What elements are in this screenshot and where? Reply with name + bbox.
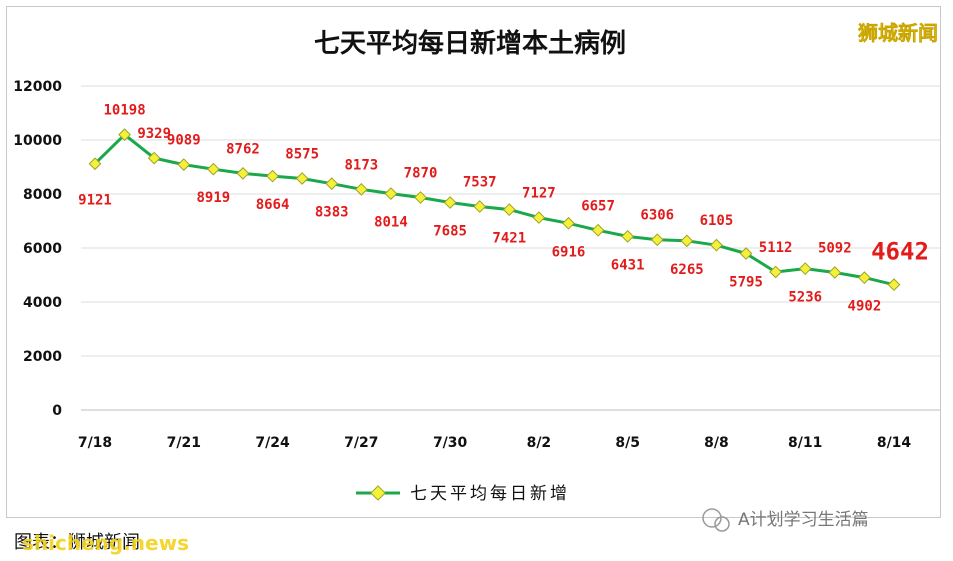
data-point	[858, 271, 871, 285]
chart-title: 七天平均每日新增本土病例	[314, 28, 626, 59]
data-label: 8762	[226, 141, 260, 157]
data-label: 7127	[522, 186, 556, 202]
data-label: 4902	[848, 299, 882, 315]
data-label: 7870	[404, 166, 438, 182]
data-point	[769, 265, 782, 279]
data-point	[621, 229, 635, 243]
data-point	[414, 191, 427, 204]
data-label: 9089	[167, 133, 201, 149]
data-point	[887, 278, 901, 292]
data-label: 8014	[374, 215, 408, 231]
series-polyline	[93, 133, 895, 287]
legend: 七天平均每日新增	[356, 484, 570, 504]
data-label: 8173	[344, 157, 378, 173]
data-point	[177, 158, 191, 171]
watermark-right-text: A计划学习生活篇	[738, 510, 869, 530]
data-label: 8575	[285, 146, 319, 162]
watermark-left: shicheng.news	[22, 531, 189, 555]
grid-lines	[81, 85, 940, 357]
wechat-icon-small	[714, 516, 730, 532]
data-point	[710, 238, 723, 252]
y-tick-label: 4000	[23, 295, 62, 311]
data-point	[562, 216, 575, 230]
y-tick-label: 12000	[13, 79, 62, 95]
x-tick-label: 8/5	[615, 435, 640, 451]
x-tick-labels: 7/18 7/21 7/24 7/27 7/30 8/2 8/5 8/8 8/11 8/14	[78, 435, 912, 451]
data-point	[295, 172, 309, 185]
x-tick-label: 8/11	[788, 435, 822, 451]
chart-frame	[6, 6, 941, 518]
x-tick-label: 8/8	[704, 435, 729, 451]
data-points	[88, 128, 901, 292]
data-point	[650, 233, 664, 247]
x-tick-label: 8/14	[877, 435, 912, 451]
y-tick-labels: 0 2000 4000 6000 8000 10000 12000	[13, 79, 62, 419]
data-label: 7537	[463, 175, 497, 191]
data-point	[532, 211, 546, 224]
data-point	[473, 200, 487, 213]
data-point	[828, 266, 842, 279]
data-label: 6916	[552, 244, 586, 260]
data-point	[147, 151, 161, 165]
watermark-right: A计划学习生活篇	[702, 508, 869, 532]
x-tick-label: 7/18	[78, 435, 112, 451]
y-tick-label: 6000	[23, 241, 62, 257]
data-label: 10198	[104, 103, 146, 119]
x-tick-label: 7/27	[344, 435, 378, 451]
data-label: 5795	[729, 275, 763, 291]
data-label: 5092	[818, 241, 852, 257]
data-label: 5112	[759, 240, 793, 256]
data-point	[354, 182, 368, 196]
data-label: 9329	[137, 126, 171, 142]
wechat-icon	[702, 508, 722, 528]
series-line	[93, 133, 895, 287]
y-tick-label: 10000	[13, 133, 62, 149]
y-tick-label: 2000	[23, 349, 62, 365]
data-label: 7421	[492, 231, 526, 247]
data-label: 7685	[433, 224, 467, 240]
chart-credit: 图表：狮城新闻	[14, 532, 140, 553]
data-point	[680, 234, 694, 248]
data-label: 6265	[670, 262, 704, 278]
data-point	[502, 203, 516, 216]
data-label: 8383	[315, 205, 349, 221]
x-tick-label: 7/30	[433, 435, 468, 451]
data-label: 6306	[640, 208, 674, 224]
data-label: 6657	[581, 198, 615, 214]
data-point	[739, 247, 753, 260]
data-label: 8664	[256, 197, 290, 213]
legend-label: 七天平均每日新增	[410, 484, 570, 504]
data-point	[266, 169, 279, 183]
data-point	[443, 196, 457, 209]
data-point	[798, 262, 812, 275]
data-point	[207, 162, 220, 176]
data-label: 5236	[788, 290, 822, 306]
x-tick-label: 7/21	[167, 435, 201, 451]
legend-marker	[370, 485, 386, 501]
y-tick-label: 0	[52, 403, 62, 419]
y-tick-label: 8000	[23, 187, 62, 203]
data-point	[591, 223, 605, 237]
data-label: 6431	[611, 257, 645, 273]
x-tick-label: 8/2	[527, 435, 552, 451]
data-label: 4642	[871, 238, 929, 266]
data-point	[236, 167, 250, 180]
data-point	[118, 128, 131, 142]
logo-text: 狮城新闻	[858, 21, 938, 45]
data-point	[88, 157, 102, 171]
data-point	[384, 187, 398, 200]
x-tick-label: 7/24	[255, 435, 290, 451]
data-point	[325, 177, 339, 191]
data-label: 6105	[700, 213, 734, 229]
data-label: 8919	[197, 190, 231, 206]
data-label: 9121	[78, 193, 112, 209]
